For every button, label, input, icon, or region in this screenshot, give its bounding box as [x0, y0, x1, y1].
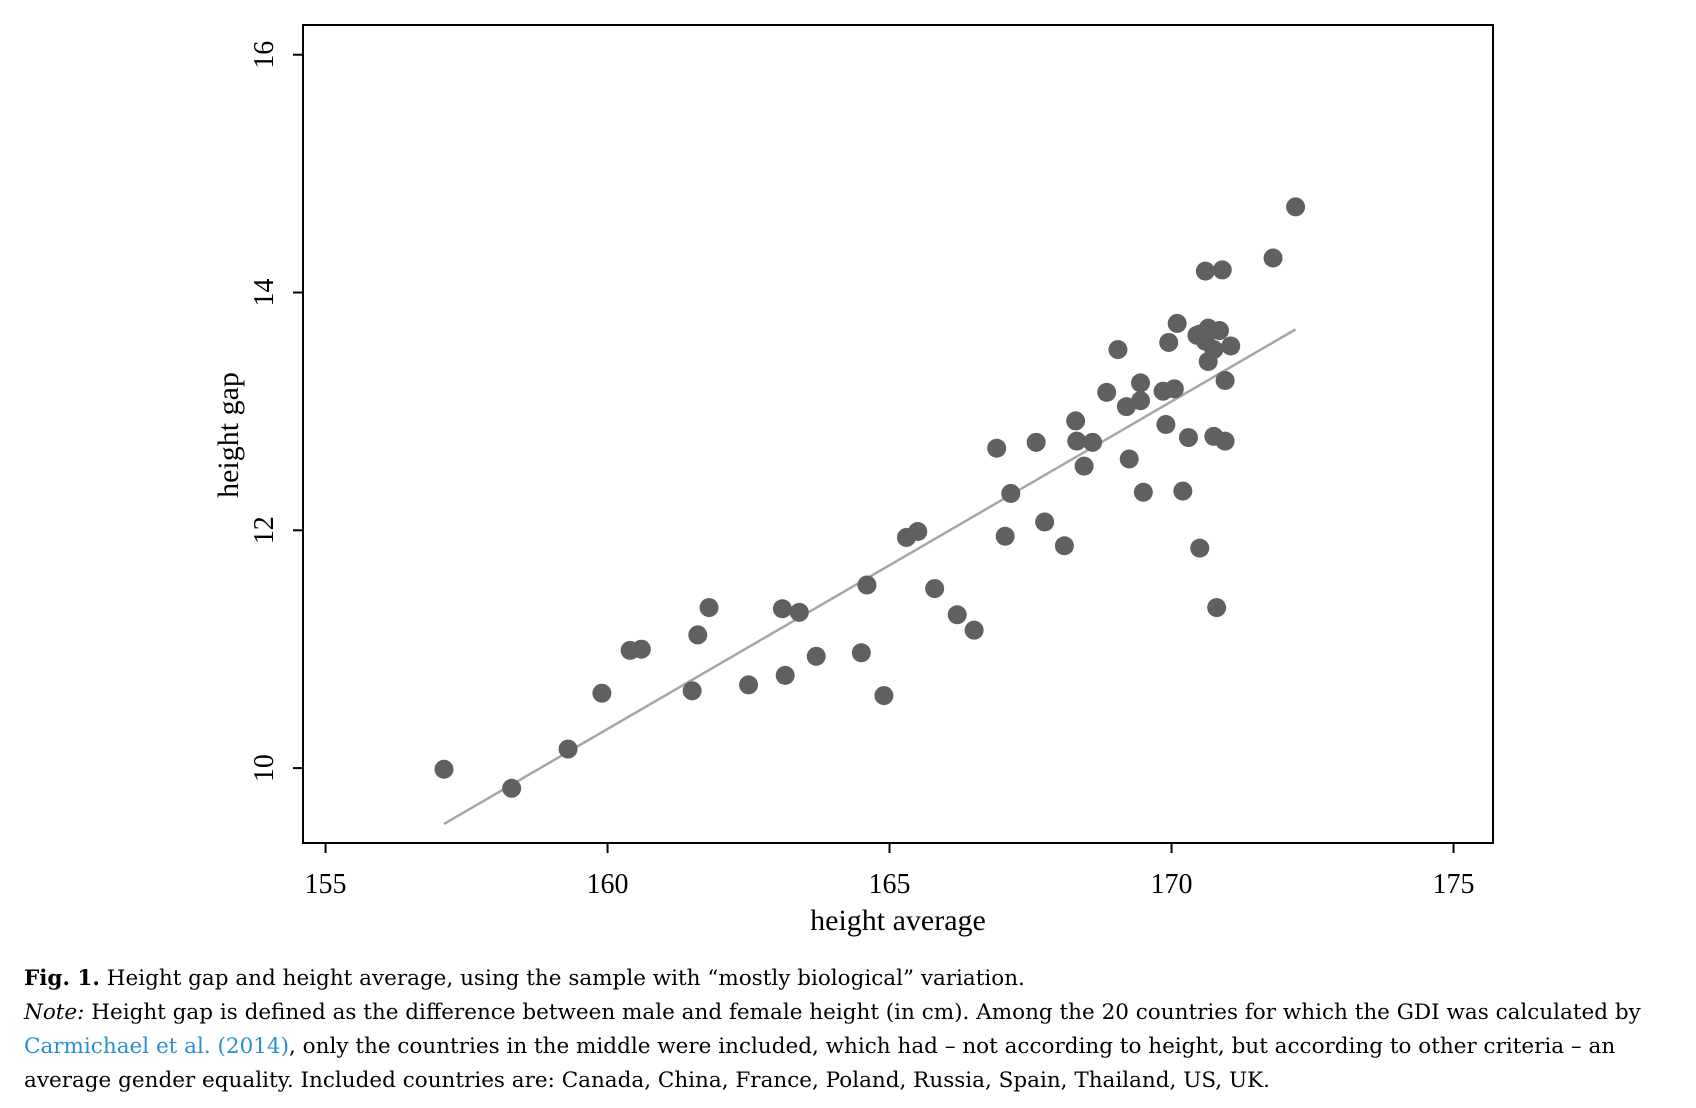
data-point	[682, 681, 702, 701]
data-point	[772, 599, 792, 619]
scatter-points	[434, 197, 1306, 798]
note-text-continued: , only the countries in the middle were …	[24, 1034, 1616, 1093]
data-point	[806, 646, 826, 666]
data-point	[1263, 248, 1283, 268]
data-point	[1221, 336, 1241, 356]
data-point	[1067, 431, 1087, 451]
data-point	[1215, 431, 1235, 451]
data-point	[1207, 598, 1227, 618]
data-point	[1026, 432, 1046, 452]
data-point	[434, 759, 454, 779]
data-point	[1035, 512, 1055, 532]
data-point	[1133, 482, 1153, 502]
data-point	[789, 602, 809, 622]
data-point	[631, 639, 651, 659]
y-tick-label: 16	[249, 41, 280, 69]
y-tick-label: 14	[249, 279, 280, 307]
data-point	[987, 438, 1007, 458]
data-point	[1001, 483, 1021, 503]
data-point	[1131, 391, 1151, 411]
data-point	[1212, 260, 1232, 280]
data-point	[1209, 321, 1229, 341]
data-point	[1215, 370, 1235, 390]
data-point	[1190, 538, 1210, 558]
data-point	[688, 625, 708, 645]
data-point	[857, 575, 877, 595]
x-tick-label: 155	[305, 869, 347, 900]
data-point	[502, 778, 522, 798]
data-point	[1167, 313, 1187, 333]
data-point	[592, 683, 612, 703]
figure-description: Height gap and height average, using the…	[106, 966, 1025, 991]
caption-note: Note: Height gap is defined as the diffe…	[24, 996, 1684, 1098]
x-tick-label: 175	[1433, 869, 1475, 900]
data-point	[1066, 411, 1086, 431]
x-tick-label: 165	[869, 869, 911, 900]
caption-line: Fig. 1. Height gap and height average, u…	[24, 962, 1684, 996]
data-point	[1286, 197, 1306, 217]
data-point	[1159, 332, 1179, 352]
x-tick-label: 170	[1151, 869, 1193, 900]
data-point	[1204, 340, 1224, 360]
y-tick-label: 10	[249, 754, 280, 782]
data-point	[1074, 456, 1094, 476]
data-point	[1195, 261, 1215, 281]
note-label: Note:	[24, 1000, 85, 1025]
reference-link[interactable]: Carmichael et al. (2014)	[24, 1034, 290, 1059]
figure-caption: Fig. 1. Height gap and height average, u…	[24, 962, 1684, 1098]
y-axis: 10 12 14 16	[249, 41, 303, 782]
data-point	[908, 521, 928, 541]
figure-label: Fig. 1.	[24, 966, 100, 991]
note-text: Height gap is defined as the difference …	[91, 1000, 1641, 1025]
y-tick-label: 12	[249, 516, 280, 544]
data-point	[1119, 449, 1139, 469]
data-point	[739, 675, 759, 695]
data-point	[1083, 432, 1103, 452]
x-tick-label: 160	[587, 869, 629, 900]
x-axis: 155 160 165 170 175	[305, 843, 1475, 900]
data-point	[851, 643, 871, 663]
data-point	[1131, 373, 1151, 393]
data-point	[558, 739, 578, 759]
data-point	[995, 526, 1015, 546]
data-point	[925, 579, 945, 599]
data-point	[775, 665, 795, 685]
data-point	[1156, 414, 1176, 434]
x-axis-title: height average	[810, 904, 986, 937]
data-point	[1108, 340, 1128, 360]
data-point	[1097, 382, 1117, 402]
data-point	[1164, 379, 1184, 399]
data-point	[874, 686, 894, 706]
data-point	[947, 605, 967, 625]
data-point	[1054, 536, 1074, 556]
plot-area-frame	[302, 24, 1494, 844]
data-point	[964, 620, 984, 640]
data-point	[699, 598, 719, 618]
data-point	[1173, 481, 1193, 501]
y-axis-title: height gap	[212, 372, 245, 498]
data-point	[1178, 428, 1198, 448]
